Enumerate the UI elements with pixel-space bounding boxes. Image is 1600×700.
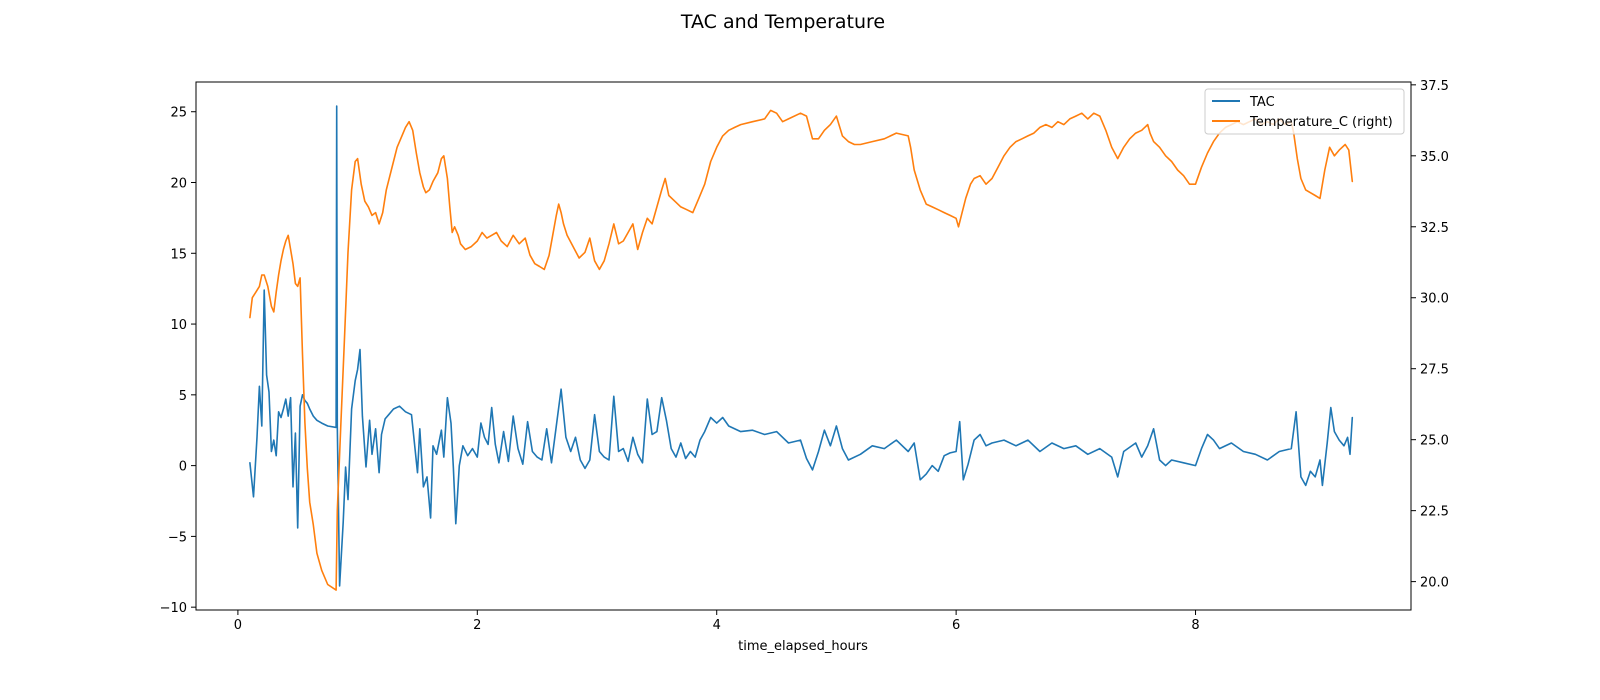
series-line-temperature (249, 109, 1354, 591)
y-axis-right: 20.0 22.5 25.0 27.5 30.0 32.5 35.0 37.5 (1411, 79, 1449, 591)
y-left-tick-label: 15 (170, 247, 187, 262)
plot-area (196, 82, 1411, 610)
x-tick-label: 0 (234, 618, 242, 633)
x-tick-label: 8 (1191, 618, 1199, 633)
x-tick-label: 2 (473, 618, 481, 633)
series-line-tac (249, 105, 1354, 587)
legend: TAC Temperature_C (right) (1204, 88, 1405, 135)
y-right-tick-label: 22.5 (1420, 505, 1449, 520)
y-right-tick-label: 30.0 (1420, 292, 1449, 307)
legend-box (1204, 88, 1405, 135)
x-tick-label: 4 (713, 618, 721, 633)
x-axis-title: time_elapsed_hours (738, 639, 868, 654)
x-tick-label: 6 (952, 618, 960, 633)
legend-label-temperature: Temperature_C (right) (1249, 115, 1393, 130)
y-right-tick-label: 37.5 (1420, 79, 1449, 94)
y-right-tick-label: 35.0 (1420, 150, 1449, 165)
y-right-tick-label: 27.5 (1420, 363, 1449, 378)
series-layer (249, 105, 1354, 591)
y-left-tick-label: −5 (168, 530, 187, 545)
y-axis-left: −10 −5 0 5 10 15 20 25 (160, 106, 196, 616)
y-left-tick-label: 10 (170, 318, 187, 333)
y-right-tick-label: 20.0 (1420, 576, 1449, 591)
y-left-tick-label: 20 (170, 177, 187, 192)
y-left-tick-label: −10 (160, 601, 187, 616)
x-axis: 0 2 4 6 8 (234, 610, 1200, 633)
y-left-tick-label: 25 (170, 106, 187, 121)
y-left-tick-label: 0 (179, 460, 187, 475)
legend-label-tac: TAC (1249, 95, 1275, 110)
y-left-tick-label: 5 (179, 389, 187, 404)
plot-frame (195, 81, 1412, 611)
y-right-tick-label: 32.5 (1420, 221, 1449, 236)
chart-title: TAC and Temperature (680, 11, 885, 33)
y-right-tick-label: 25.0 (1420, 434, 1449, 449)
